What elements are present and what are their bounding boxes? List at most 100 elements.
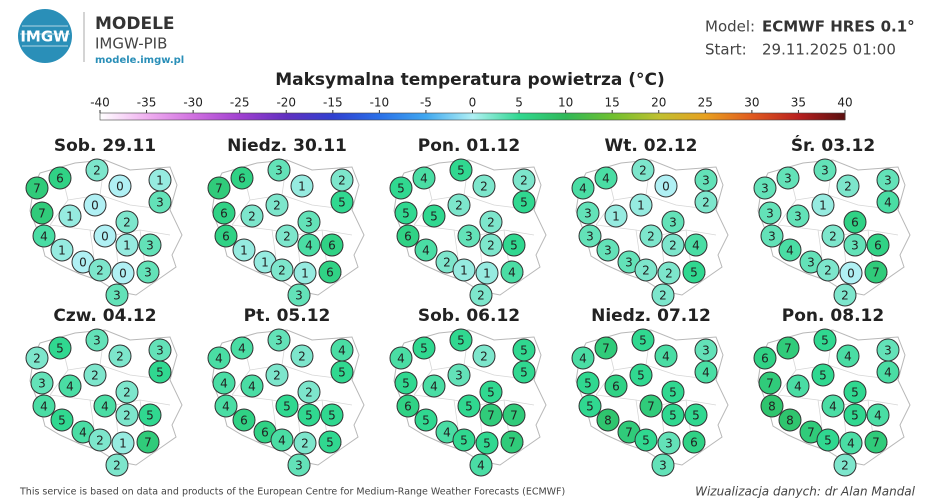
colorbar-tick-label: -5 [420, 96, 432, 110]
station-marker [58, 204, 82, 228]
station-marker [876, 360, 900, 384]
station-marker [396, 224, 420, 248]
station-marker [502, 403, 526, 427]
station-value: 6 [690, 436, 698, 450]
station-marker [111, 431, 135, 455]
station-value: 2 [33, 352, 41, 366]
footer-source: This service is based on data and produc… [19, 487, 565, 498]
station-value: 3 [604, 244, 612, 258]
station-marker [452, 428, 476, 452]
station-value: 5 [819, 369, 827, 383]
station-value: 6 [874, 239, 882, 253]
station-marker [654, 174, 678, 198]
station-marker [232, 408, 256, 432]
station-value: 3 [794, 210, 802, 224]
station-marker [684, 403, 708, 427]
station-marker [214, 394, 238, 418]
station-marker [502, 233, 526, 257]
station-value: 5 [465, 400, 473, 414]
station-marker [594, 166, 618, 190]
station-value: 1 [819, 199, 827, 213]
day-label: Czw. 04.12 [53, 306, 156, 326]
station-marker [457, 394, 481, 418]
colorbar-segment [193, 113, 241, 120]
day-label: Niedz. 07.12 [591, 306, 711, 326]
station-value: 5 [851, 386, 859, 400]
colorbar-segment [565, 113, 613, 120]
station-marker [412, 336, 436, 360]
station-marker [634, 428, 658, 452]
station-value: 4 [305, 239, 313, 253]
station-marker [776, 166, 800, 190]
colorbar-segment [472, 113, 520, 120]
station-marker [88, 258, 112, 282]
station-value: 5 [586, 400, 594, 414]
station-value: 5 [637, 369, 645, 383]
station-value: 5 [821, 334, 829, 348]
station-marker [148, 360, 172, 384]
station-marker [93, 394, 117, 418]
station-value: 2 [93, 164, 101, 178]
station-value: 3 [295, 459, 303, 473]
station-marker [629, 363, 653, 387]
station-marker [265, 363, 289, 387]
station-value: 5 [669, 409, 677, 423]
station-value: 4 [702, 366, 710, 380]
colorbar-segment [751, 113, 799, 120]
logo-lines [20, 25, 70, 47]
station-value: 7 [625, 426, 633, 440]
colorbar-segment [379, 113, 427, 120]
station-value: 4 [692, 239, 700, 253]
station-marker [318, 430, 342, 454]
station-marker [267, 328, 291, 352]
colorbar-segment [239, 113, 287, 120]
station-value: 4 [101, 400, 109, 414]
station-value: 1 [301, 267, 309, 281]
station-value: 4 [40, 230, 48, 244]
day-label: Pon. 08.12 [782, 306, 884, 326]
station-value: 2 [487, 216, 495, 230]
station-value: 2 [455, 199, 463, 213]
station-value: 4 [66, 380, 74, 394]
station-marker [297, 403, 321, 427]
station-value: 4 [397, 352, 405, 366]
station-marker [682, 260, 706, 284]
station-marker [30, 201, 54, 225]
station-marker [48, 336, 72, 360]
station-value: 1 [156, 174, 164, 188]
station-value: 5 [422, 414, 430, 428]
station-marker [449, 158, 473, 182]
station-value: 6 [261, 426, 269, 440]
station-value: 3 [669, 216, 677, 230]
station-marker [651, 283, 675, 307]
colorbar-segment [612, 113, 660, 120]
station-value: 3 [625, 256, 633, 270]
colorbar-segment [519, 113, 567, 120]
station-value: 3 [884, 344, 892, 358]
station-marker [594, 336, 618, 360]
station-value: 1 [483, 267, 491, 281]
station-value: 3 [768, 230, 776, 244]
station-value: 4 [829, 400, 837, 414]
station-value: 5 [58, 414, 66, 428]
station-value: 5 [305, 409, 313, 423]
station-value: 6 [851, 216, 859, 230]
station-value: 6 [612, 380, 620, 394]
station-value: 7 [38, 207, 46, 221]
station-value: 3 [766, 207, 774, 221]
station-value: 4 [40, 400, 48, 414]
station-marker [50, 408, 74, 432]
station-marker [866, 233, 890, 257]
station-value: 4 [477, 459, 485, 473]
station-value: 6 [404, 230, 412, 244]
station-value: 0 [101, 230, 109, 244]
station-marker [469, 453, 493, 477]
station-value: 2 [96, 264, 104, 278]
station-marker [813, 158, 837, 182]
logo-circle [18, 9, 72, 63]
station-marker [839, 261, 863, 285]
station-value: 6 [220, 207, 228, 221]
